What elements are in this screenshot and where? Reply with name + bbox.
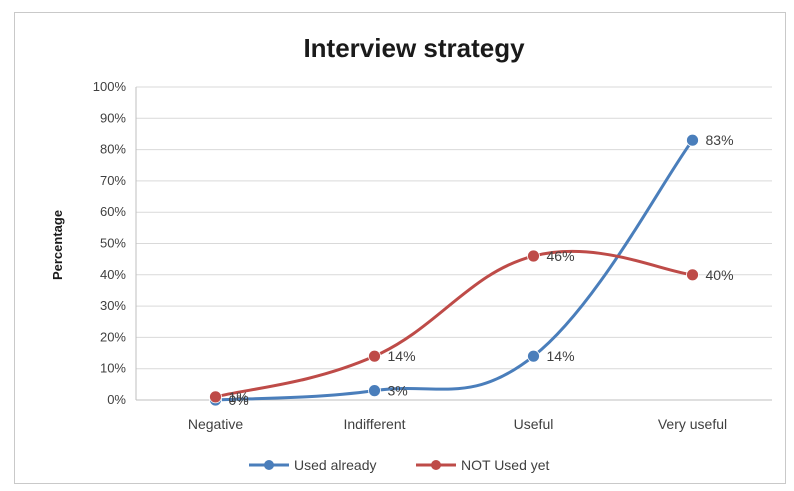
y-tick-label: 60% [100,204,126,219]
data-point [368,384,381,398]
chart-frame [14,12,786,484]
data-label: 1% [229,389,249,405]
chart-title: Interview strategy [303,33,525,63]
data-point [209,390,222,404]
data-point [686,133,699,147]
x-category-label: Negative [188,416,243,432]
y-tick-label: 0% [107,392,126,407]
y-tick-label: 50% [100,236,126,251]
y-tick-label: 70% [100,173,126,188]
series-line-0 [215,139,694,402]
series-lines [215,139,694,402]
legend-label: Used already [294,457,377,473]
data-point [527,249,540,263]
data-label: 46% [547,248,575,264]
data-label: 40% [706,267,734,283]
y-tick-label: 80% [100,142,126,157]
data-label: 83% [706,132,734,148]
data-point [368,349,381,363]
data-point [527,349,540,363]
data-labels: 0% 3% 14% 83% 1% 14% 46% 40% [229,132,734,408]
series-line-1 [215,249,693,399]
x-category-label: Indifferent [343,416,405,432]
data-label: 3% [388,383,408,399]
legend-marker [431,460,441,470]
data-label: 14% [547,348,575,364]
y-tick-label: 30% [100,298,126,313]
y-tick-labels: 0% 10% 20% 30% 40% 50% 60% 70% 80% 90% 100% [93,79,127,407]
series-points [209,133,699,407]
legend-label: NOT Used yet [461,457,550,473]
legend-marker [264,460,274,470]
gridlines [135,86,772,401]
y-tick-label: 10% [100,361,126,376]
x-category-label: Very useful [658,416,727,432]
legend: Used already NOT Used yet [249,457,550,473]
y-tick-label: 90% [100,110,126,125]
x-category-label: Useful [514,416,554,432]
data-label: 14% [388,348,416,364]
data-point [686,268,699,282]
x-category-labels: Negative Indifferent Useful Very useful [188,416,727,432]
y-tick-label: 100% [93,79,127,94]
y-axis-label: Percentage [50,210,65,280]
y-tick-label: 20% [100,329,126,344]
y-tick-label: 40% [100,267,126,282]
data-label: 0% [229,392,249,408]
